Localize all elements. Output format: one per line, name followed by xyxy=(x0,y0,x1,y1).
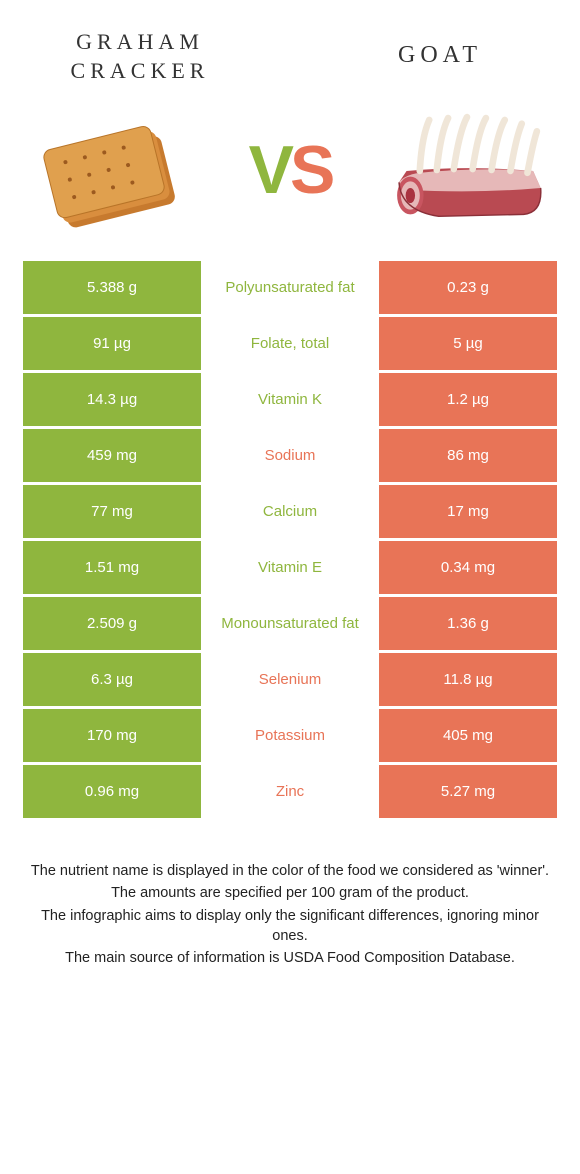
table-row: 1.51 mgVitamin E0.34 mg xyxy=(23,541,557,594)
table-row: 91 µgFolate, total5 µg xyxy=(23,317,557,370)
nutrient-name-cell: Zinc xyxy=(201,765,379,818)
table-row: 170 mgPotassium405 mg xyxy=(23,709,557,762)
left-value-cell: 77 mg xyxy=(23,485,201,538)
right-value-cell: 11.8 µg xyxy=(379,653,557,706)
nutrient-name-cell: Sodium xyxy=(201,429,379,482)
table-row: 459 mgSodium86 mg xyxy=(23,429,557,482)
nutrient-name-cell: Selenium xyxy=(201,653,379,706)
header: GRAHAM CRACKER GOAT xyxy=(0,0,580,85)
goat-meat-image xyxy=(382,105,552,235)
right-value-cell: 405 mg xyxy=(379,709,557,762)
right-value-cell: 17 mg xyxy=(379,485,557,538)
left-value-cell: 5.388 g xyxy=(23,261,201,314)
left-value-cell: 6.3 µg xyxy=(23,653,201,706)
footer-line: The nutrient name is displayed in the co… xyxy=(30,861,550,881)
vs-v: V xyxy=(249,136,290,204)
table-row: 2.509 gMonounsaturated fat1.36 g xyxy=(23,597,557,650)
right-value-cell: 5.27 mg xyxy=(379,765,557,818)
nutrient-name-cell: Calcium xyxy=(201,485,379,538)
nutrient-name-cell: Folate, total xyxy=(201,317,379,370)
nutrient-name-cell: Vitamin E xyxy=(201,541,379,594)
table-row: 5.388 gPolyunsaturated fat0.23 g xyxy=(23,261,557,314)
left-value-cell: 170 mg xyxy=(23,709,201,762)
nutrient-name-cell: Polyunsaturated fat xyxy=(201,261,379,314)
left-value-cell: 14.3 µg xyxy=(23,373,201,426)
vs-label: VS xyxy=(249,136,332,204)
right-value-cell: 1.36 g xyxy=(379,597,557,650)
right-value-cell: 0.34 mg xyxy=(379,541,557,594)
right-value-cell: 0.23 g xyxy=(379,261,557,314)
left-value-cell: 0.96 mg xyxy=(23,765,201,818)
footer-line: The infographic aims to display only the… xyxy=(30,906,550,947)
hero-row: VS xyxy=(0,85,580,261)
table-row: 0.96 mgZinc5.27 mg xyxy=(23,765,557,818)
left-food-title: GRAHAM CRACKER xyxy=(40,28,240,85)
footer-notes: The nutrient name is displayed in the co… xyxy=(0,821,580,968)
nutrient-name-cell: Potassium xyxy=(201,709,379,762)
nutrient-comparison-table: 5.388 gPolyunsaturated fat0.23 g91 µgFol… xyxy=(23,261,557,818)
right-value-cell: 5 µg xyxy=(379,317,557,370)
right-food-title: GOAT xyxy=(340,42,540,69)
footer-line: The main source of information is USDA F… xyxy=(30,948,550,968)
table-row: 6.3 µgSelenium11.8 µg xyxy=(23,653,557,706)
table-row: 77 mgCalcium17 mg xyxy=(23,485,557,538)
left-value-cell: 2.509 g xyxy=(23,597,201,650)
nutrient-name-cell: Vitamin K xyxy=(201,373,379,426)
right-value-cell: 86 mg xyxy=(379,429,557,482)
left-value-cell: 91 µg xyxy=(23,317,201,370)
left-value-cell: 459 mg xyxy=(23,429,201,482)
footer-line: The amounts are specified per 100 gram o… xyxy=(30,883,550,903)
table-row: 14.3 µgVitamin K1.2 µg xyxy=(23,373,557,426)
right-value-cell: 1.2 µg xyxy=(379,373,557,426)
vs-s: S xyxy=(290,136,331,204)
left-value-cell: 1.51 mg xyxy=(23,541,201,594)
graham-cracker-image xyxy=(28,105,198,235)
nutrient-name-cell: Monounsaturated fat xyxy=(201,597,379,650)
